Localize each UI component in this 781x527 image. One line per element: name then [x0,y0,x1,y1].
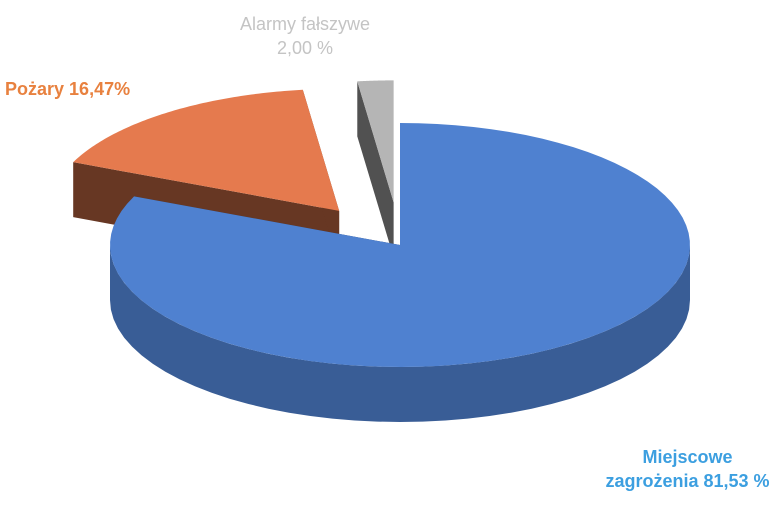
category-label: Alarmy fałszywe [239,14,371,34]
label-0: Miejscowe zagrożenia 81,53 % [600,445,775,493]
value-label: 2,00 % [276,38,334,58]
category-label: Miejscowe zagrożenia [605,447,733,491]
slice-wall [110,245,690,422]
slice-top [357,80,394,203]
value-label: 16,47% [69,79,131,99]
slice-top [110,123,690,367]
value-label: 81,53 % [703,471,770,491]
slice [110,123,690,422]
slice [357,80,394,258]
slice-top [73,89,340,211]
slice-side [357,81,394,258]
label-2: Alarmy fałszywe 2,00 % [205,12,405,60]
label-1: Pożary 16,47% [5,77,205,101]
category-label: Pożary [5,79,65,99]
